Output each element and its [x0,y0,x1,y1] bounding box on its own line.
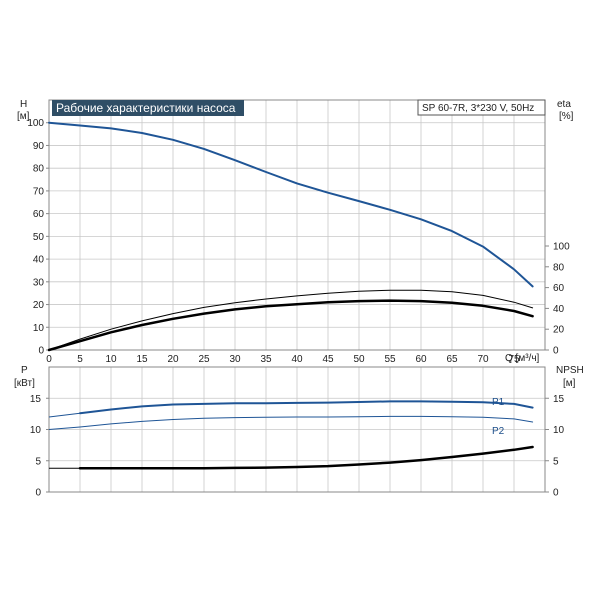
x-tick-label: 70 [477,354,489,365]
model-box [417,99,546,116]
x-tick-label: 75 [508,354,520,365]
lower-left-tick-label: 10 [30,425,42,436]
upper-left-tick-label: 20 [33,300,45,311]
pump-model-label: SP 60-7R, 3*230 V, 50Hz [422,103,534,114]
upper-left-tick-label: 80 [33,164,45,175]
upper-left-tick-label: 0 [38,346,44,357]
lower-right-tick-label: 15 [553,394,565,405]
upper-right-tick-label: 0 [553,346,559,357]
upper-right-tick-label: 80 [553,262,565,273]
lower-tick-labels: 0 5 10 15 0 5 10 15 [30,394,565,499]
lower-extension-line-0 [48,412,81,418]
upper-series-line-1 [48,289,534,351]
chart-title: Рабочие характеристики насоса [56,101,236,115]
x-tick-label: 30 [229,354,241,365]
p1-series-label: P1 [492,397,505,408]
upper-left-axis-label: H [20,99,27,110]
x-tick-label: 35 [260,354,272,365]
upper-series-line-2 [47,299,534,352]
upper-left-tick-label: 100 [27,118,44,129]
upper-grid [49,100,545,350]
lower-series-line-2 [78,445,534,470]
lower-left-tick-label: 15 [30,394,42,405]
x-tick-label: 55 [384,354,396,365]
upper-tick-labels: 0 5 10 15 20 25 30 35 40 45 50 55 60 65 70 75 0 10 20 30 40 5… [27,118,570,365]
upper-left-tick-label: 60 [33,209,45,220]
x-tick-label: 40 [291,354,303,365]
x-axis-label: Q [м³/ч] [505,353,540,364]
upper-right-axis-label: eta [557,99,571,110]
upper-left-tick-label: 90 [33,141,45,152]
upper-frame [48,99,546,351]
upper-left-tick-label: 40 [33,255,45,266]
upper-right-tick-label: 40 [553,304,565,315]
x-tick-label: 25 [198,354,210,365]
title-box [52,100,244,116]
lower-right-tick-label: 5 [553,456,559,467]
x-tick-label: 5 [77,354,83,365]
lower-left-tick-label: 5 [35,456,41,467]
upper-series-line-0 [48,121,534,288]
lower-right-axis-label: NPSH [556,365,584,376]
upper-left-tick-label: 70 [33,186,45,197]
x-tick-label: 15 [136,354,148,365]
x-tick-label: 20 [167,354,179,365]
x-tick-label: 45 [322,354,334,365]
x-tick-label: 65 [446,354,458,365]
upper-right-tick-label: 60 [553,283,565,294]
p2-series-label: P2 [492,426,505,437]
lower-left-tick-label: 0 [35,488,41,499]
upper-right-axis-unit: [%] [559,111,574,122]
upper-right-tick-label: 100 [553,242,570,253]
upper-left-tick-label: 10 [33,323,45,334]
upper-series [47,121,534,352]
upper-left-tick-label: 30 [33,277,45,288]
x-tick-label: 50 [353,354,365,365]
x-tick-label: 10 [105,354,117,365]
lower-grid [49,367,545,492]
lower-left-axis-unit: [кВт] [14,378,35,389]
lower-right-tick-label: 10 [553,425,565,436]
upper-left-axis-unit: [м] [17,111,30,122]
x-tick-label: 60 [415,354,427,365]
lower-series-line-p1 [79,400,534,415]
lower-right-tick-label: 0 [553,488,559,499]
x-tick-label: 0 [46,354,52,365]
upper-right-tick-label: 20 [553,325,565,336]
lower-series-line-p2 [79,415,534,428]
lower-series [48,400,534,470]
lower-right-axis-unit: [м] [563,378,576,389]
lower-extension-line-1 [48,426,81,430]
upper-left-tick-label: 50 [33,232,45,243]
lower-left-axis-label: P [21,365,28,376]
